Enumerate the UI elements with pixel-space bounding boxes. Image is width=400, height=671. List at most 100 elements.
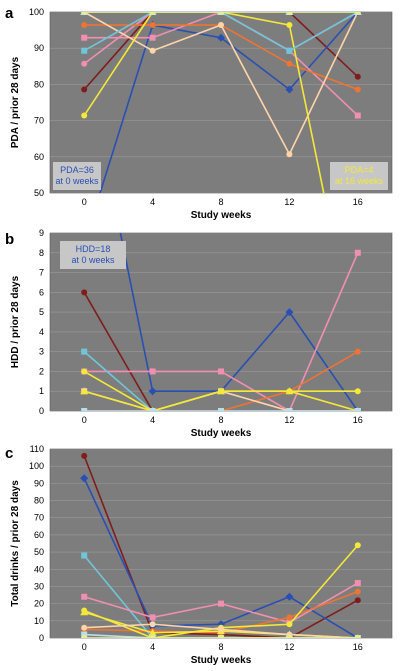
y-tick-label: 8 [39,248,44,258]
x-tick-label: 16 [353,642,363,652]
y-tick-label: 20 [34,599,44,609]
data-point [81,552,88,559]
data-point [354,12,361,15]
data-point [354,580,361,587]
y-tick-label: 100 [29,461,44,471]
data-point [286,151,293,158]
annotation-text: HDD=18 [76,244,111,254]
data-point [81,452,88,459]
x-tick-label: 4 [150,197,155,207]
data-point [218,408,224,411]
y-tick-label: 50 [34,547,44,557]
data-point [81,22,88,29]
data-point [149,34,156,41]
y-tick-label: 110 [30,444,44,454]
data-point [354,86,361,93]
data-point [285,85,294,94]
x-tick-label: 12 [284,197,294,207]
y-tick-label: 4 [39,327,44,337]
y-tick-label: 1 [39,386,44,396]
x-tick-label: 8 [218,642,223,652]
x-tick-label: 0 [82,197,87,207]
y-tick-label: 90 [34,43,44,53]
data-point [149,22,156,29]
data-point [218,626,224,633]
annotation-text: PDA=4 [345,165,374,175]
data-point [217,387,225,395]
x-axis-title: Study weeks [191,655,252,666]
series-line [83,351,358,411]
x-tick-label: 12 [284,415,294,425]
y-axis-title: HDD / prior 28 days [10,275,21,368]
annotation-text: PDA=36 [60,165,94,175]
data-point [149,614,156,621]
x-tick-label: 0 [82,415,87,425]
y-tick-label: 80 [34,79,44,89]
data-point [81,593,88,600]
annotation-text: at 0 weeks [71,255,115,265]
panel-a: 50 60 70 80 90 100 0 4 8 12 16 Study weeks PDA / pri… [5,5,393,221]
data-point [148,387,157,396]
data-point [354,348,361,355]
data-point [286,614,293,621]
data-point [81,12,88,15]
data-point [81,635,88,638]
data-point [285,387,294,395]
data-point [286,12,293,15]
data-point [80,387,89,395]
data-point [354,542,361,549]
annotation-box [60,241,126,269]
data-point [81,368,88,375]
y-tick-label: 70 [34,116,44,126]
data-point [81,408,88,411]
data-point [149,635,156,638]
data-point [81,86,88,93]
y-tick-label: 3 [39,347,44,357]
y-tick-label: 0 [39,406,44,416]
data-point [286,47,293,54]
y-tick-label: 40 [34,564,44,574]
annotation-box [53,162,101,190]
y-axis-title: PDA / prior 28 days [10,56,21,148]
y-tick-label: 10 [34,616,44,626]
data-point [149,408,156,411]
annotation-text: at 16 weeks [335,176,384,186]
data-point [354,635,361,638]
y-tick-label: 90 [34,478,44,488]
data-point [149,621,156,628]
x-tick-label: 16 [353,197,363,207]
data-point [354,408,361,411]
data-point [81,348,88,355]
panel-c: 0 10 20 30 40 50 60 70 80 90 100 110 0 4 8 12 16 Study we… [5,444,393,666]
data-point [81,112,88,119]
data-point [354,249,361,256]
data-point [149,12,156,15]
data-point [286,621,293,628]
data-point [81,289,88,296]
data-point [285,308,294,317]
annotation-box [330,162,388,190]
y-tick-label: 7 [39,268,44,278]
y-tick-label: 2 [39,366,44,376]
data-point [354,597,361,604]
data-point [286,408,293,411]
series-line [83,12,359,52]
data-point [81,624,88,631]
data-point [354,112,361,119]
y-tick-label: 30 [34,581,44,591]
panel-letter: c [5,445,13,462]
data-point [149,47,156,54]
data-point [218,600,224,607]
y-tick-label: 0 [39,633,44,643]
x-tick-label: 12 [284,642,294,652]
data-point [218,368,224,375]
x-axis-title: Study weeks [191,428,252,439]
data-point [218,12,224,15]
y-tick-label: 60 [34,152,44,162]
data-point [354,73,361,80]
y-axis-title: Total drinks / prior 28 days [10,480,21,607]
series-group [80,233,362,411]
y-tick-label: 50 [34,188,44,198]
series-line [84,350,359,411]
